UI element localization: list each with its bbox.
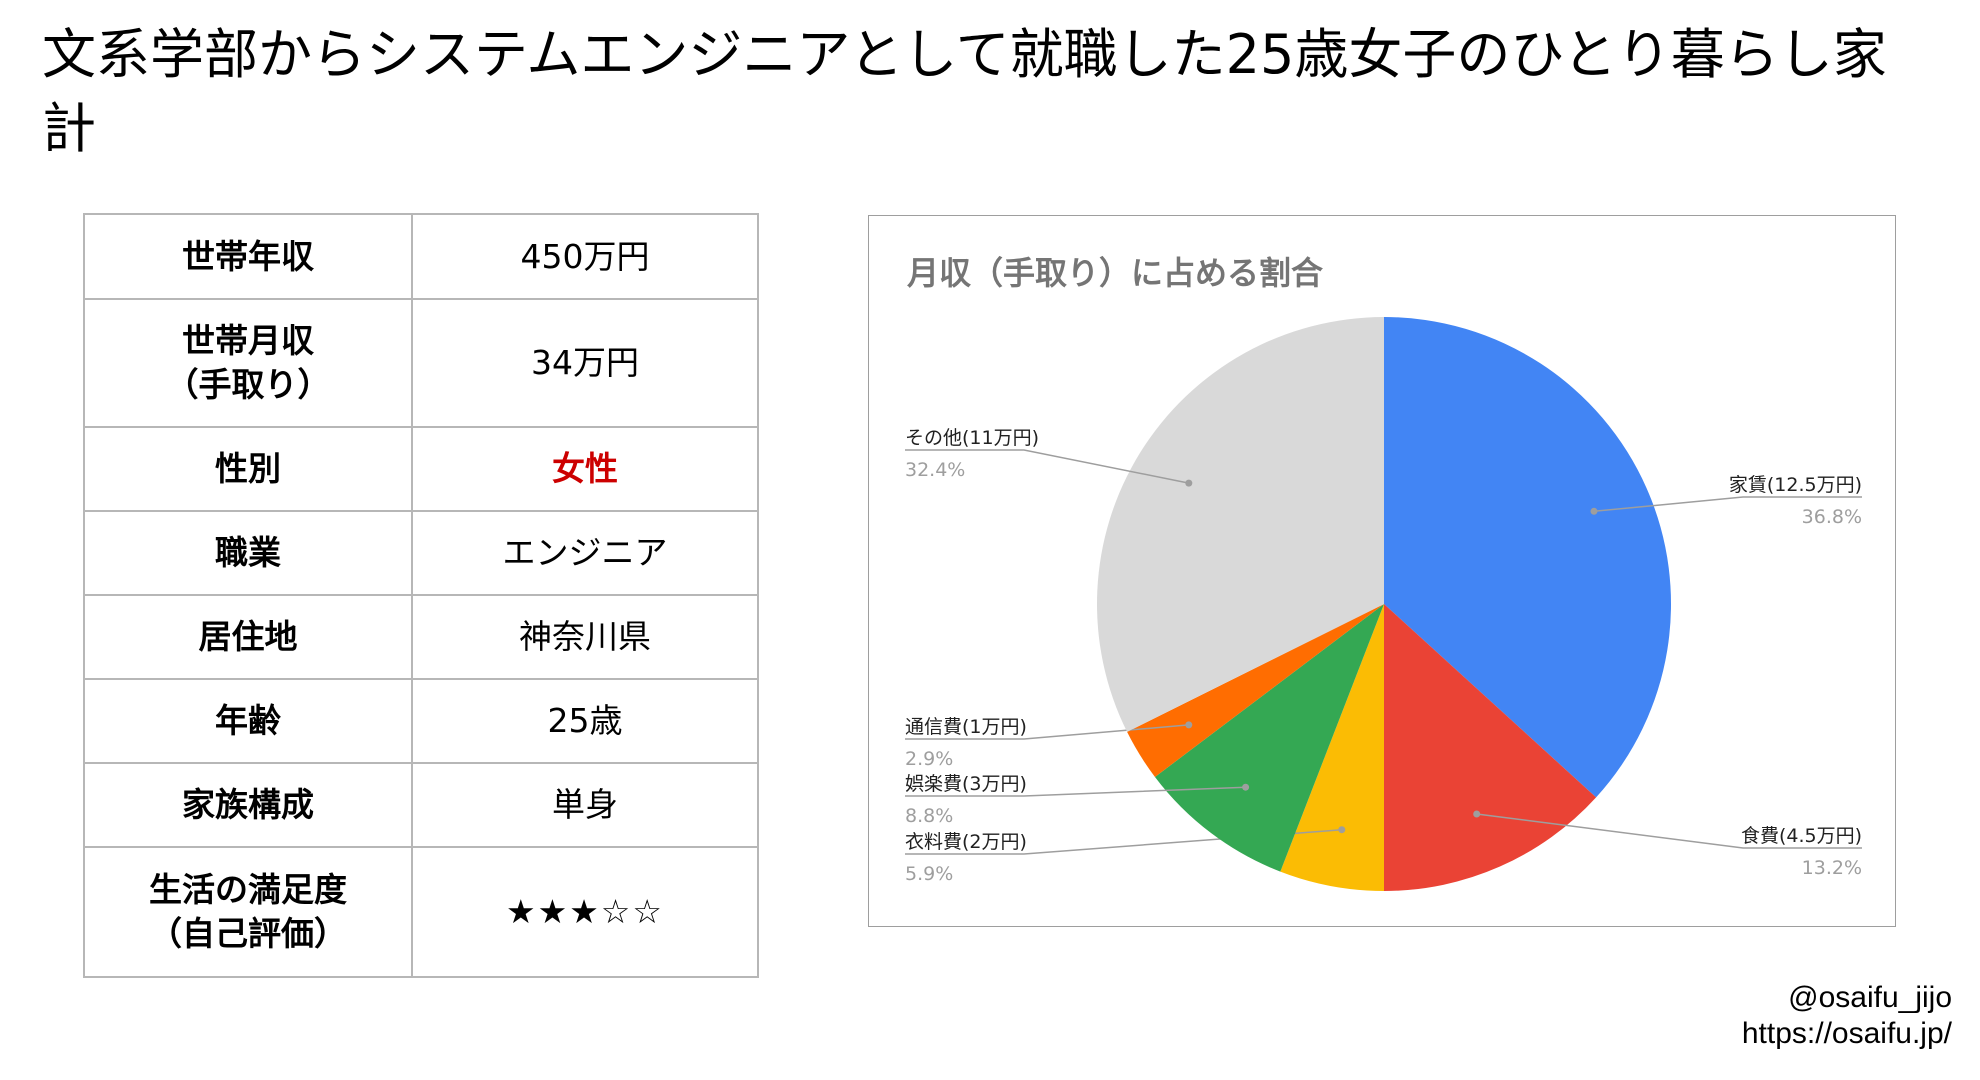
leader-line: [905, 449, 1189, 484]
table-row: 職業 エンジニア: [83, 510, 759, 596]
slice-percent: 36.8%: [1802, 506, 1862, 528]
credit-url: https://osaifu.jp/: [1741, 1017, 1952, 1050]
leader-line: [1593, 496, 1862, 513]
row-value-family: 単身: [411, 762, 759, 848]
pie-slice-3: [1154, 604, 1384, 872]
credit-handle: @osaifu_jijo: [1788, 981, 1952, 1014]
profile-table: 世帯年収 450万円 世帯月収 （手取り） 34万円 性別 女性 職業 エンジニ…: [83, 213, 759, 978]
row-label-residence: 居住地: [83, 594, 413, 680]
row-label-age: 年齢: [83, 678, 413, 764]
pie-slice-0: [1384, 317, 1672, 798]
row-value-age: 25歳: [411, 678, 759, 764]
table-row: 年齢 25歳: [83, 678, 759, 764]
slice-label: 通信費(1万円): [905, 716, 1027, 738]
slice-label: 家賃(12.5万円): [1729, 474, 1862, 496]
slice-label: その他(11万円): [905, 427, 1039, 449]
slice-label: 衣料費(2万円): [905, 831, 1027, 853]
slice-label: 娯楽費(3万円): [905, 773, 1027, 795]
slice-label-group-5: その他(11万円) 32.4%: [905, 427, 1193, 487]
leader-dot: [1185, 721, 1193, 729]
slice-percent: 8.8%: [905, 805, 953, 827]
leader-line: [905, 786, 1246, 797]
table-row: 家族構成 単身: [83, 762, 759, 848]
row-value-residence: 神奈川県: [411, 594, 759, 680]
page-title: 文系学部からシステムエンジニアとして就職した25歳女子のひとり暮らし家計: [42, 23, 1887, 160]
slice-percent: 2.9%: [905, 748, 953, 770]
pie-slice-1: [1384, 604, 1597, 891]
row-value-household-income: 450万円: [411, 213, 759, 300]
row-label-occupation: 職業: [83, 510, 413, 596]
credit: @osaifu_jijo https://osaifu.jp/: [1742, 980, 1952, 1052]
table-row: 居住地 神奈川県: [83, 594, 759, 680]
row-label-family: 家族構成: [83, 762, 413, 848]
row-label-monthly-income: 世帯月収 （手取り）: [83, 298, 413, 428]
slice-label: 食費(4.5万円): [1741, 825, 1862, 847]
pie-slice-2: [1280, 604, 1384, 892]
pie-chart-panel: 月収（手取り）に占める割合 家賃(12.5万円) 36.8% 食費(4.5万円) 13…: [868, 215, 1896, 927]
row-value-monthly-income: 34万円: [411, 298, 759, 428]
leader-dot: [1590, 507, 1598, 515]
slice-percent: 13.2%: [1802, 857, 1862, 879]
table-row: 世帯年収 450万円: [83, 213, 759, 300]
table-row: 世帯月収 （手取り） 34万円: [83, 298, 759, 428]
table-row: 生活の満足度 （自己評価） ★★★☆☆: [83, 846, 759, 978]
row-value-occupation: エンジニア: [411, 510, 759, 596]
slice-label-group-4: 通信費(1万円) 2.9%: [905, 716, 1193, 770]
row-label-household-income: 世帯年収: [83, 213, 413, 300]
row-value-gender: 女性: [411, 426, 759, 512]
table-row: 性別 女性: [83, 426, 759, 512]
pie-slice-5: [1097, 317, 1384, 732]
pie-chart: 家賃(12.5万円) 36.8% 食費(4.5万円) 13.2% 衣料費(2万円) 5.9…: [905, 317, 1862, 892]
pie-slice-4: [1127, 604, 1384, 777]
leader-dot: [1473, 810, 1481, 818]
slice-label-group-2: 衣料費(2万円) 5.9%: [905, 826, 1346, 885]
slice-label-group-1: 食費(4.5万円) 13.2%: [1473, 810, 1862, 879]
slice-label-group-3: 娯楽費(3万円) 8.8%: [905, 773, 1250, 827]
leader-line: [1476, 813, 1862, 849]
satisfaction-stars: ★★★☆☆: [411, 846, 759, 978]
slice-percent: 32.4%: [905, 459, 965, 481]
leader-dot: [1338, 826, 1346, 834]
leader-dot: [1185, 479, 1193, 487]
slice-percent: 5.9%: [905, 863, 953, 885]
slice-label-group-0: 家賃(12.5万円) 36.8%: [1590, 474, 1862, 528]
chart-title: 月収（手取り）に占める割合: [907, 254, 1324, 292]
row-label-satisfaction: 生活の満足度 （自己評価）: [83, 846, 413, 978]
leader-dot: [1242, 783, 1250, 791]
leader-line: [905, 724, 1189, 740]
row-label-gender: 性別: [83, 426, 413, 512]
